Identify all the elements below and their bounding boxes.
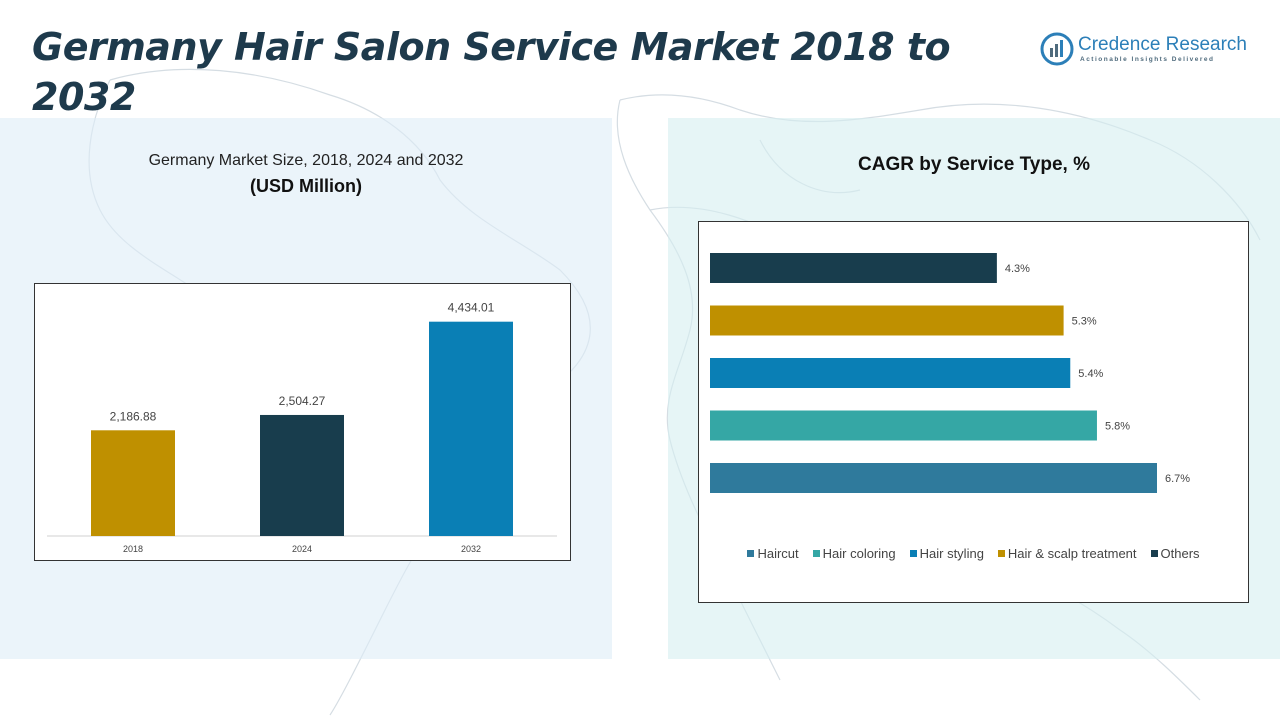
logo-tagline: Actionable Insights Delivered [1080, 56, 1215, 63]
hbar-value-label: 5.4% [1078, 368, 1103, 380]
hbar-others [710, 253, 997, 283]
cagr-chart-svg: 4.3% 5.3% 5.4% 5.8% 6.7% [710, 253, 1190, 493]
cagr-legend: Haircut Hair coloring Hair styling Hair & s… [699, 546, 1248, 561]
x-tick-label: 2018 [123, 544, 143, 554]
x-tick-label: 2032 [461, 544, 481, 554]
bar-chart-logo-icon [1040, 32, 1074, 66]
page-title: Germany Hair Salon Service Market 2018 t… [32, 25, 951, 119]
cagr-chart: 4.3% 5.3% 5.4% 5.8% 6.7% Haircut Hair colorin… [698, 221, 1249, 603]
legend-label: Haircut [757, 546, 799, 561]
logo-name: Credence Research [1078, 34, 1247, 55]
market-size-subtitle: Germany Market Size, 2018, 2024 and 2032 [148, 152, 464, 169]
hbar-hair-scalp-treatment [710, 305, 1064, 336]
legend-item: Hair styling [909, 546, 984, 561]
bar-value-label: 2,186.88 [110, 409, 157, 423]
hbar-hair-styling [710, 358, 1071, 388]
company-logo[interactable]: Credence Research Actionable Insights De… [1040, 30, 1260, 70]
legend-label: Hair & scalp treatment [1007, 546, 1137, 561]
legend-swatch [997, 550, 1005, 557]
legend-item: Hair & scalp treatment [997, 546, 1137, 561]
legend-swatch [909, 550, 917, 557]
legend-item: Others [1150, 546, 1200, 561]
legend-swatch [1150, 550, 1158, 557]
legend-item: Hair coloring [812, 546, 896, 561]
bar-value-label: 4,434.01 [448, 301, 495, 315]
hbar-value-label: 5.3% [1072, 316, 1097, 328]
legend-label: Hair styling [919, 546, 984, 561]
bar-value-label: 2,504.27 [279, 394, 326, 408]
legend-label: Hair coloring [822, 546, 896, 561]
hbar-value-label: 5.8% [1105, 421, 1130, 433]
hbar-value-label: 4.3% [1005, 263, 1030, 275]
market-size-unit: (USD Million) [250, 176, 362, 196]
legend-item: Haircut [747, 546, 799, 561]
hbar-haircut [710, 463, 1157, 493]
market-size-chart: 2,186.88 2018 2,504.27 2024 4,434.01 2032 [34, 283, 571, 561]
bar-2024 [260, 414, 344, 536]
market-size-chart-svg: 2,186.88 2018 2,504.27 2024 4,434.01 2032 [47, 301, 557, 554]
cagr-subtitle: CAGR by Service Type, % [858, 154, 1090, 175]
hbar-value-label: 6.7% [1165, 473, 1190, 485]
hbar-hair-coloring [710, 410, 1097, 441]
legend-swatch [747, 550, 755, 557]
x-tick-label: 2024 [292, 544, 312, 554]
legend-swatch [812, 550, 820, 557]
bar-2018 [91, 430, 175, 536]
legend-label: Others [1160, 546, 1200, 561]
bar-2032 [429, 321, 513, 536]
